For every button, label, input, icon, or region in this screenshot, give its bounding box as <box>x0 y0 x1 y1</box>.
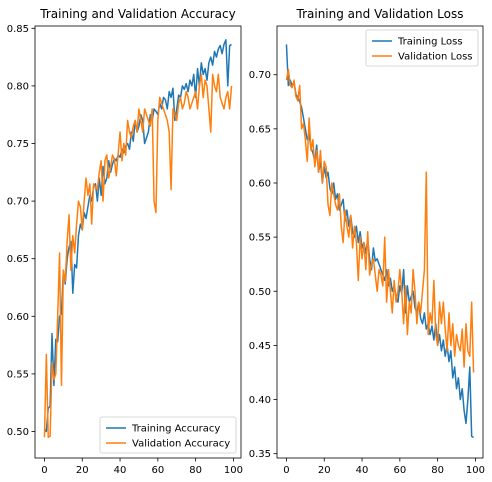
accuracy-x-tick-label: 40 <box>114 465 127 476</box>
accuracy-y-tick-label: 0.85 <box>7 24 29 35</box>
loss-series-line-validation <box>285 68 475 373</box>
accuracy-x-tick-label: 100 <box>224 465 243 476</box>
loss-y-tick-label: 0.40 <box>249 395 271 406</box>
accuracy-y-tick-label: 0.70 <box>7 197 29 208</box>
accuracy-plot-area: 0 20 40 60 80 100 0.50 0.55 0.60 0.65 0.70 0.75 0.80… <box>7 24 243 476</box>
accuracy-x-tick-label: 60 <box>151 465 164 476</box>
loss-plot-area: 0 20 40 60 80 100 0.35 0.40 0.45 0.50 0.55 0.60 0.65… <box>249 25 485 476</box>
accuracy-y-tick-label: 0.60 <box>7 312 29 323</box>
accuracy-legend-entry: Training Accuracy <box>131 424 220 435</box>
accuracy-legend-entry: Validation Accuracy <box>132 439 230 450</box>
loss-legend-box <box>365 29 479 67</box>
accuracy-x-tick-label: 80 <box>189 465 202 476</box>
loss-x-tick-label: 100 <box>466 465 485 476</box>
loss-y-tick-label: 0.65 <box>249 124 271 135</box>
accuracy-title: Training and Validation Accuracy <box>39 7 235 21</box>
accuracy-y-tick-label: 0.55 <box>7 369 29 380</box>
loss-x-tick-label: 80 <box>431 465 444 476</box>
accuracy-axes-frame <box>34 25 242 459</box>
accuracy-series-line-validation <box>43 73 233 439</box>
loss-x-tick-label: 60 <box>393 465 406 476</box>
accuracy-y-tick-label: 0.65 <box>7 254 29 265</box>
loss-y-tick-label: 0.45 <box>249 341 271 352</box>
accuracy-x-tick-label: 0 <box>41 465 47 476</box>
loss-y-tick-label: 0.35 <box>249 449 271 460</box>
accuracy-y-tick-label: 0.75 <box>7 139 29 150</box>
accuracy-legend: Training Accuracy Validation Accuracy <box>99 416 237 454</box>
loss-y-tick-label: 0.55 <box>249 233 271 244</box>
accuracy-legend-box <box>99 416 237 454</box>
loss-legend-entry: Validation Loss <box>398 52 473 63</box>
loss-y-tick-label: 0.60 <box>249 178 271 189</box>
loss-legend-entry: Training Loss <box>397 37 463 48</box>
accuracy-x-tick-label: 20 <box>76 465 89 476</box>
loss-y-tick-label: 0.50 <box>249 287 271 298</box>
loss-panel: Training and Validation Loss 0 20 40 60 80 10… <box>249 7 485 476</box>
loss-x-tick-label: 0 <box>283 465 289 476</box>
loss-title: Training and Validation Loss <box>296 7 464 21</box>
accuracy-panel: Training and Validation Accuracy 0 20 40 60… <box>7 7 243 476</box>
loss-x-tick-label: 20 <box>318 465 331 476</box>
loss-y-tick-label: 0.70 <box>249 70 271 81</box>
loss-legend: Training Loss Validation Loss <box>365 29 479 67</box>
loss-axes-frame <box>276 25 484 459</box>
loss-x-tick-label: 40 <box>356 465 369 476</box>
accuracy-y-tick-label: 0.80 <box>7 81 29 92</box>
accuracy-y-tick-label: 0.50 <box>7 427 29 438</box>
